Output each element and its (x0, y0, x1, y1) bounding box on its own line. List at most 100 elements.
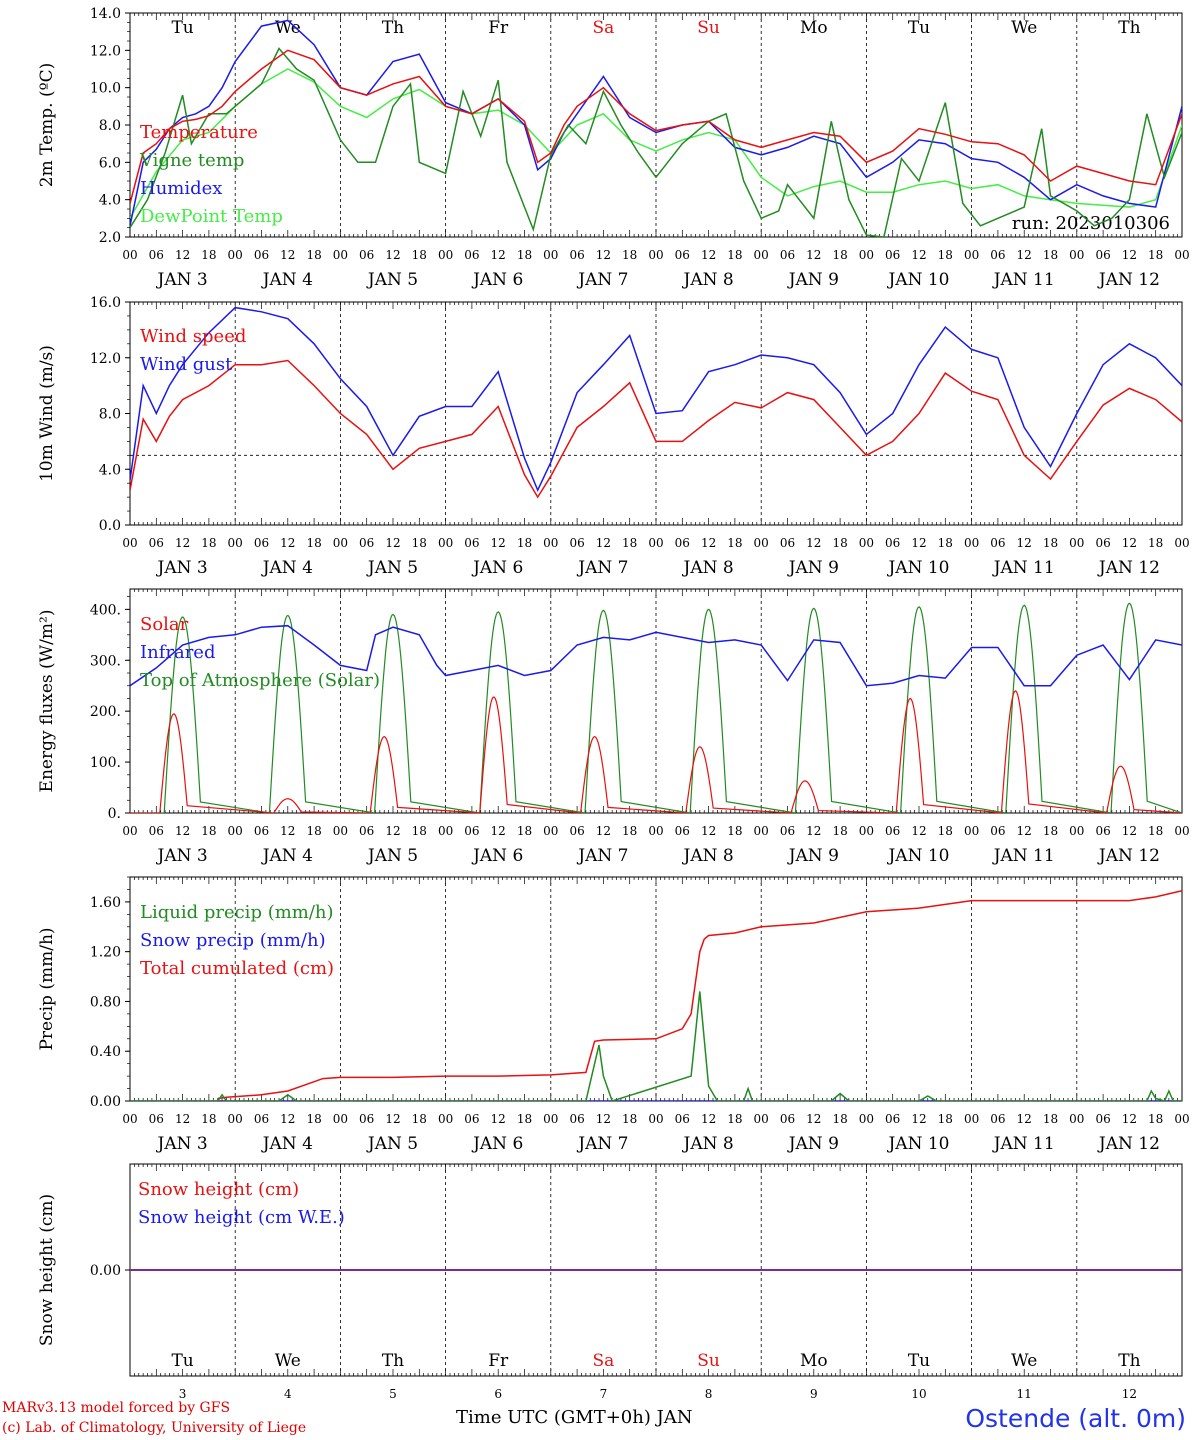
x-hour-label: 00 (859, 824, 874, 838)
y-tick-label: 1.20 (90, 945, 121, 961)
legend-entry: Vigne temp (139, 150, 244, 171)
x-hour-label: 12 (1122, 536, 1137, 550)
x-hour-label: 18 (1043, 1112, 1058, 1126)
legend-entry: Snow height (cm W.E.) (138, 1207, 345, 1228)
x-hour-label: 18 (1043, 536, 1058, 550)
x-date-label: JAN 5 (366, 1134, 418, 1154)
x-date-label: JAN 4 (261, 558, 313, 578)
x-hour-label: 18 (306, 824, 321, 838)
y-tick-label: 0.80 (90, 994, 121, 1010)
x-hour-label: 00 (438, 824, 453, 838)
day-name-label: Fr (488, 1351, 509, 1371)
y-tick-label: 4.0 (99, 462, 121, 478)
y-tick-label: 0. (108, 806, 121, 822)
legend-entry: Top of Atmosphere (Solar) (140, 670, 380, 691)
y-axis-label: 10m Wind (m/s) (37, 345, 57, 482)
x-hour-label: 18 (306, 1112, 321, 1126)
y-axis-label: 2m Temp. (ºC) (37, 63, 57, 188)
legend-entry: Snow height (cm) (138, 1179, 299, 1200)
x-hour-label: 00 (438, 536, 453, 550)
x-hour-label: 12 (911, 1112, 926, 1126)
x-date-label: JAN 4 (261, 1134, 313, 1154)
x-hour-label: 00 (1069, 536, 1084, 550)
x-date-label: JAN 5 (366, 558, 418, 578)
series-wind-gust (130, 306, 1182, 493)
x-date-label: JAN 9 (787, 270, 839, 290)
time-axis-label: Time UTC (GMT+0h) JAN (456, 1407, 693, 1428)
x-hour-label: 00 (648, 824, 663, 838)
x-hour-label: 00 (122, 824, 137, 838)
x-hour-label: 06 (569, 1112, 584, 1126)
x-hour-label: 18 (412, 824, 427, 838)
series-group (130, 889, 1182, 1101)
y-tick-label: 1.60 (90, 895, 121, 911)
day-name-label: We (275, 1351, 301, 1371)
y-tick-label: 16.0 (90, 295, 121, 311)
x-hour-label: 00 (228, 824, 243, 838)
x-date-label: JAN 3 (156, 270, 208, 290)
legend-entry: DewPoint Temp (140, 206, 283, 227)
day-name-label: Sa (593, 18, 615, 38)
x-hour-label: 00 (648, 536, 663, 550)
x-hour-label: 12 (596, 824, 611, 838)
y-tick-label: 8.0 (99, 118, 121, 134)
x-hour-label: 06 (254, 1112, 269, 1126)
x-hour-label: 00 (543, 1112, 558, 1126)
x-hour-label: 06 (359, 1112, 374, 1126)
x-hour-label: 18 (517, 824, 532, 838)
x-hour-label: 18 (201, 824, 216, 838)
x-daynum-label: 7 (600, 1387, 608, 1401)
x-hour-label: 06 (254, 248, 269, 262)
x-hour-label: 06 (464, 536, 479, 550)
x-hour-label: 06 (885, 248, 900, 262)
x-hour-label: 18 (201, 1112, 216, 1126)
x-hour-label: 18 (1148, 824, 1163, 838)
x-hour-label: 12 (1017, 1112, 1032, 1126)
x-daynum-label: 11 (1017, 1387, 1032, 1401)
x-hour-label: 00 (1069, 824, 1084, 838)
x-date-label: JAN 9 (787, 846, 839, 866)
x-hour-label: 18 (306, 536, 321, 550)
x-hour-label: 18 (727, 1112, 742, 1126)
series-total-cumulated-cm- (217, 889, 1182, 1100)
x-date-label: JAN 11 (992, 846, 1055, 866)
x-hour-label: 12 (385, 824, 400, 838)
y-tick-label: 8.0 (99, 407, 121, 423)
x-hour-label: 12 (385, 248, 400, 262)
series-temperature (130, 49, 1182, 204)
x-hour-label: 18 (306, 248, 321, 262)
series-wind-speed (130, 359, 1182, 499)
x-hour-label: 00 (754, 248, 769, 262)
plot-frame (129, 588, 1183, 814)
y-axis-label: Energy fluxes (W/m²) (37, 610, 57, 793)
x-hour-label: 12 (806, 824, 821, 838)
x-hour-label: 06 (254, 536, 269, 550)
x-date-label: JAN 12 (1097, 558, 1160, 578)
series-infrared (130, 624, 1182, 687)
x-hour-label: 00 (228, 248, 243, 262)
x-hour-label: 12 (280, 248, 295, 262)
x-hour-label: 00 (122, 248, 137, 262)
x-hour-label: 00 (1174, 1112, 1189, 1126)
x-hour-label: 06 (149, 248, 164, 262)
day-name-label: Mo (800, 18, 828, 38)
day-name-label: Th (382, 18, 404, 38)
x-hour-label: 12 (175, 536, 190, 550)
x-hour-label: 06 (149, 536, 164, 550)
x-hour-label: 06 (569, 248, 584, 262)
y-tick-label: 300. (90, 653, 121, 669)
x-date-label: JAN 6 (471, 558, 523, 578)
y-tick-label: 14.0 (90, 6, 121, 22)
day-name-label: Mo (800, 1351, 828, 1371)
y-tick-label: 0.40 (90, 1044, 121, 1060)
panel-temp: 2.0 4.0 6.0 8.0 10.0 12.0 14.0 2m Temp. (ºC) 00 0… (37, 6, 1190, 290)
x-hour-label: 00 (228, 1112, 243, 1126)
x-hour-label: 18 (517, 1112, 532, 1126)
x-hour-label: 06 (990, 536, 1005, 550)
x-hour-label: 06 (780, 1112, 795, 1126)
x-date-label: JAN 12 (1097, 1134, 1160, 1154)
x-hour-label: 12 (911, 824, 926, 838)
legend-entry: Liquid precip (mm/h) (140, 902, 334, 923)
legend-entry: Wind speed (140, 326, 246, 347)
x-hour-label: 00 (1069, 248, 1084, 262)
